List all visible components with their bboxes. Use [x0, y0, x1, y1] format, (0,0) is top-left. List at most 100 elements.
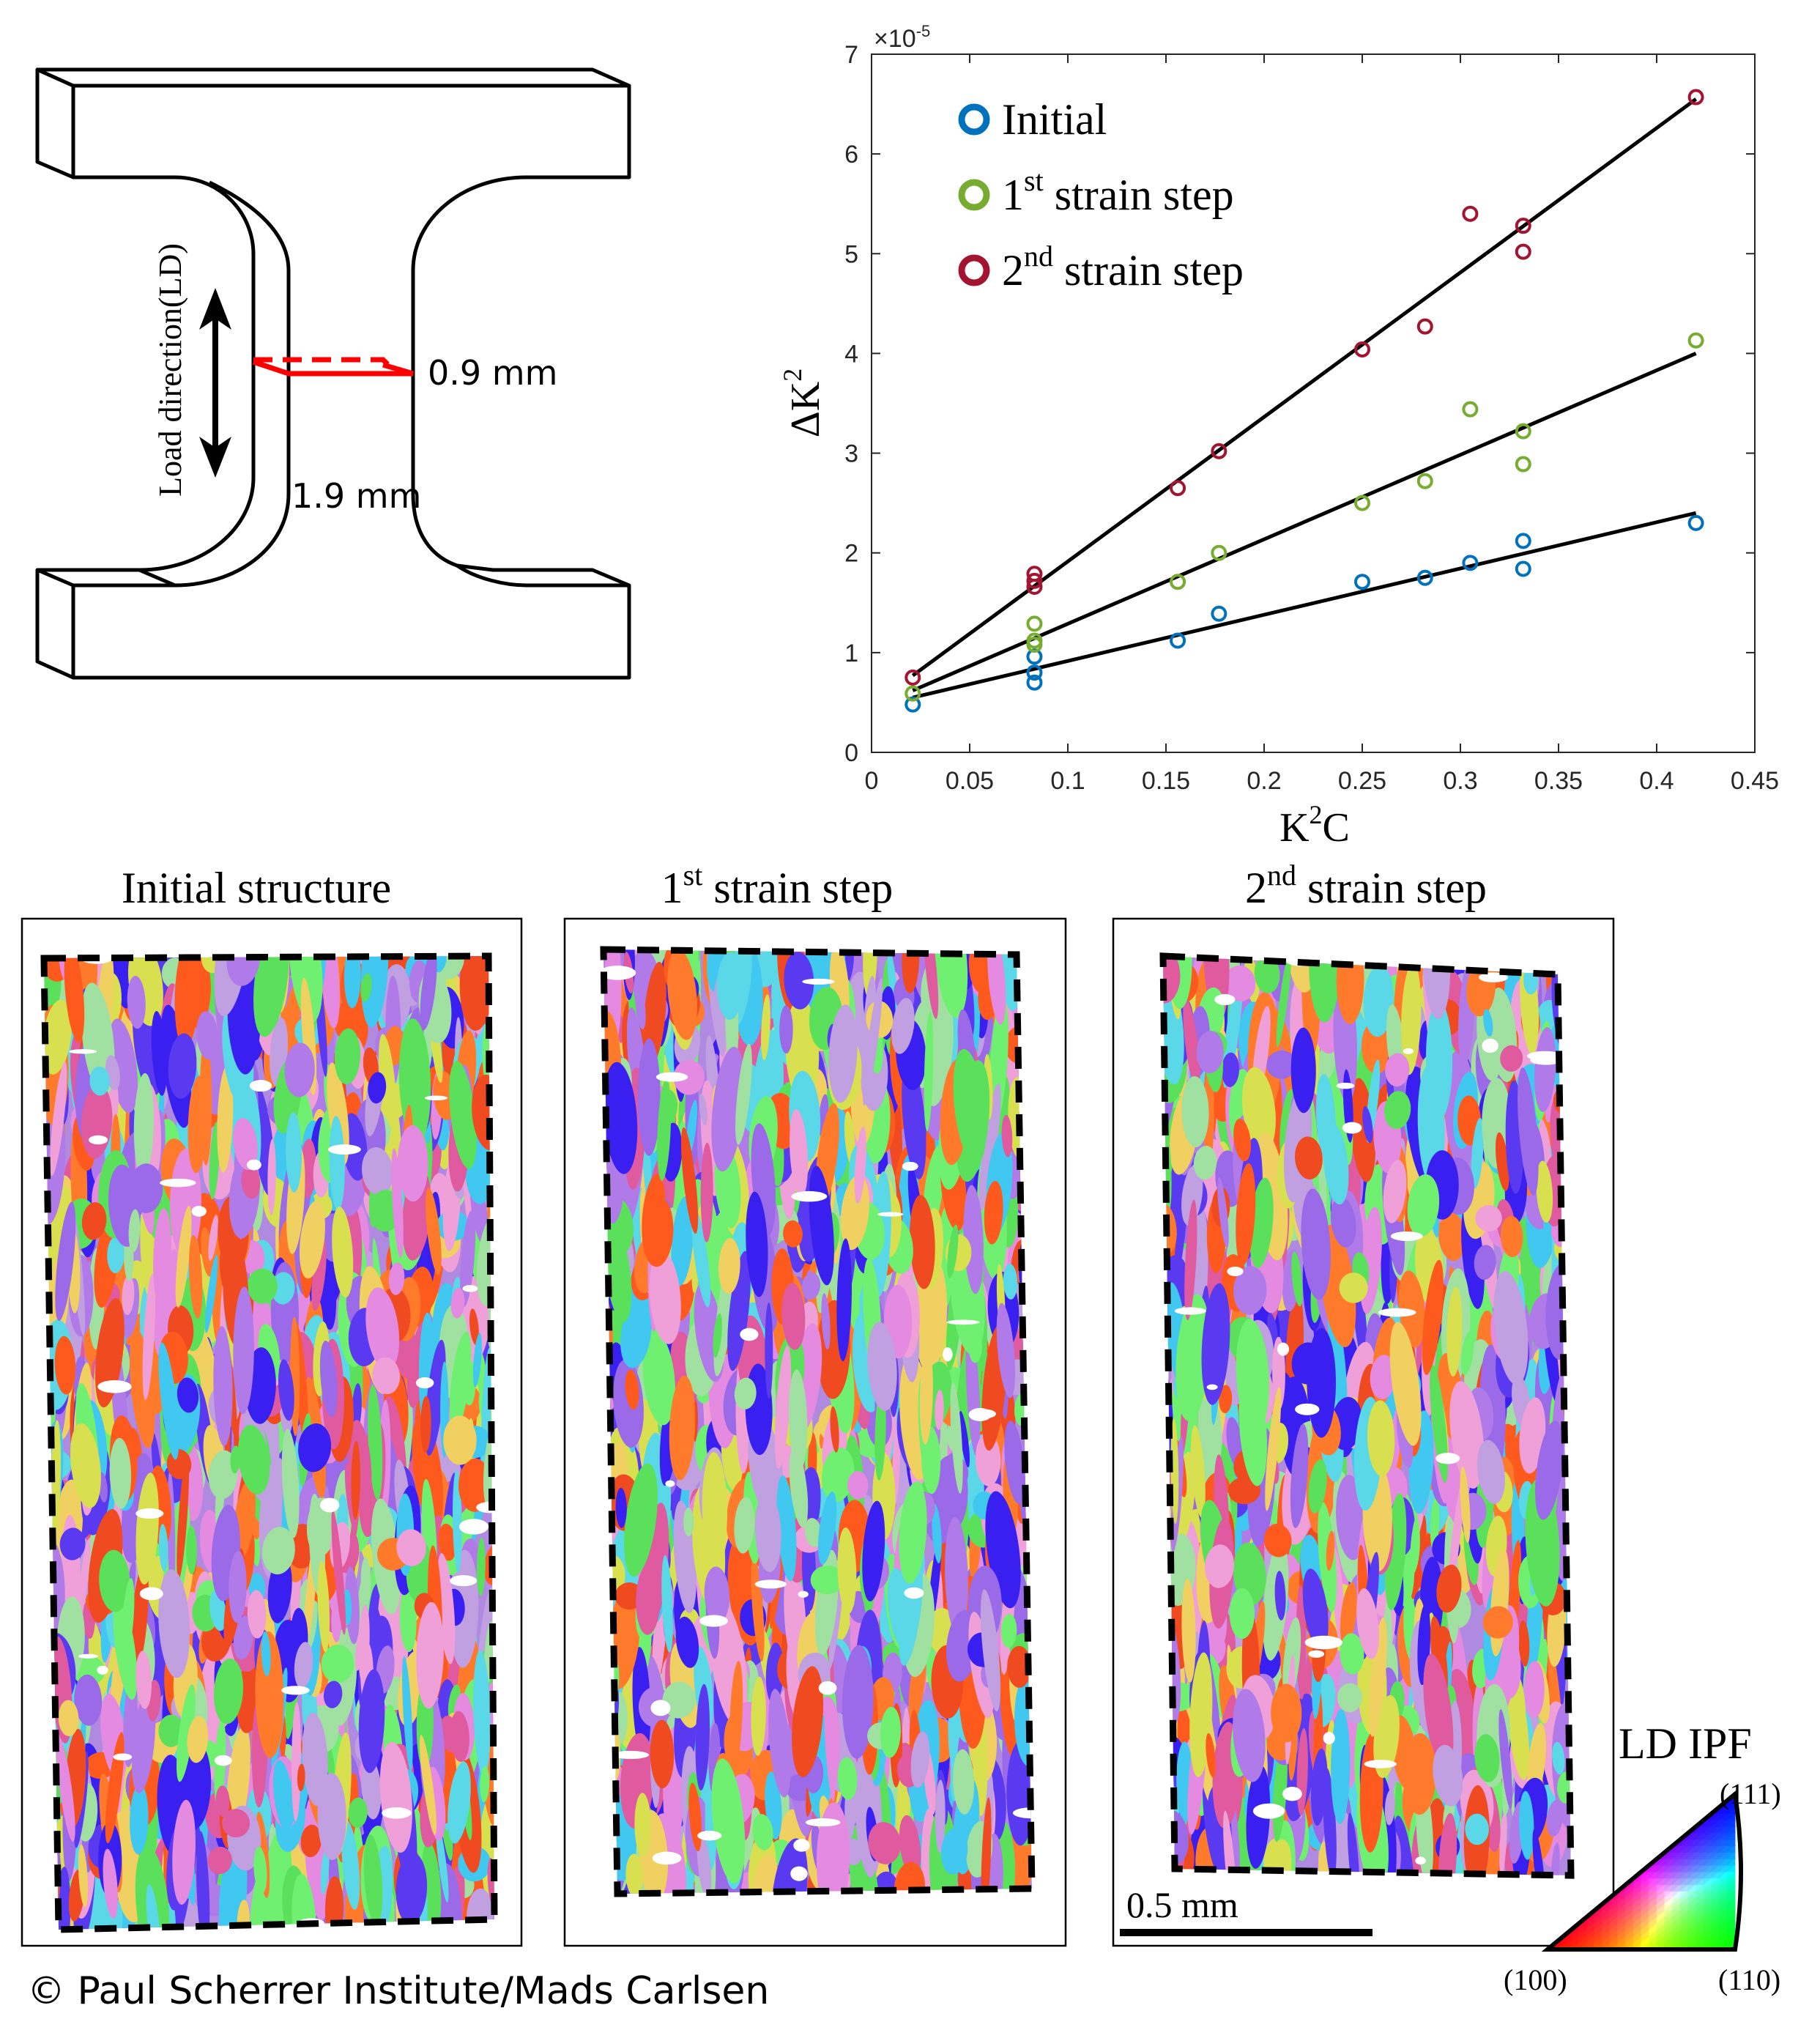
unindexed-region [113, 1753, 133, 1761]
data-point [1026, 566, 1043, 582]
unindexed-region [1482, 1038, 1498, 1053]
grain [453, 1470, 462, 1573]
unindexed-region [246, 1159, 261, 1171]
data-point [1515, 533, 1531, 549]
grain [473, 1650, 491, 1777]
grain [215, 1785, 230, 1817]
y-tick-label: 0 [844, 739, 858, 767]
load-direction-label: Load direction(LD) [152, 243, 188, 497]
grain [188, 1234, 203, 1319]
grain [146, 1884, 160, 1930]
grain [94, 1297, 125, 1408]
grain [175, 1205, 192, 1308]
data-point [1515, 218, 1531, 234]
legend-entry: Initial [1002, 95, 1107, 144]
unindexed-region [805, 1818, 841, 1827]
unindexed-region [1390, 1231, 1423, 1241]
grain [196, 1011, 218, 1060]
grain [174, 956, 199, 1049]
ipf-title: LD IPF [1619, 1719, 1752, 1768]
grain [151, 1011, 168, 1096]
grain [331, 1509, 346, 1635]
data-point [1026, 615, 1043, 632]
grain [368, 1072, 387, 1104]
map-title: 1st strain step [661, 859, 894, 912]
grain [1229, 1588, 1255, 1640]
grain [233, 1615, 253, 1660]
map-title: 2nd strain step [1245, 859, 1487, 912]
y-tick-label: 3 [844, 440, 858, 468]
data-point [905, 669, 921, 686]
grain [261, 1631, 271, 1677]
data-point [1354, 341, 1370, 358]
legend-entry: 1st strain step [1002, 164, 1234, 219]
grain [230, 1445, 241, 1474]
grain [476, 1537, 486, 1596]
data-point [1462, 401, 1479, 418]
grain [129, 1163, 163, 1213]
data-point [1515, 243, 1531, 260]
bottom-grip-side-face [35, 568, 75, 680]
unindexed-region [139, 1587, 163, 1601]
unindexed-region [88, 1135, 108, 1145]
data-point [1416, 318, 1433, 335]
data-point [1687, 89, 1704, 105]
unindexed-region [652, 1851, 682, 1865]
grain [450, 1287, 465, 1319]
grain [289, 956, 323, 1023]
data-point [1211, 442, 1227, 459]
scatter-chart: 0 0.05 0.1 0.15 0.2 0.25 0.3 0.35 0.4 0.450123456… [778, 22, 1779, 851]
unindexed-region [802, 978, 835, 985]
unindexed-region [1403, 1048, 1414, 1054]
grain [351, 1440, 360, 1520]
grain [229, 1551, 247, 1623]
scale-bar [1120, 1929, 1373, 1936]
data-point [1026, 664, 1043, 681]
grain [317, 1773, 346, 1861]
grain [208, 1215, 218, 1262]
ebsd-map-panel: 1st strain step [563, 859, 1067, 1947]
grain [388, 1262, 405, 1295]
grain [399, 1587, 417, 1653]
grain [127, 975, 146, 1029]
unindexed-region [798, 1590, 809, 1598]
grain [391, 1148, 404, 1259]
unindexed-region [655, 1072, 688, 1082]
grain [329, 1116, 345, 1210]
data-point [1462, 555, 1479, 571]
grain [472, 1333, 482, 1388]
data-point [1354, 574, 1370, 590]
unindexed-region [791, 1190, 828, 1202]
grain [480, 1766, 490, 1803]
x-tick-label: 0.45 [1731, 767, 1779, 795]
unindexed-region [665, 1480, 675, 1487]
unindexed-region [790, 1866, 808, 1881]
grain [99, 1549, 130, 1612]
grain [779, 1005, 793, 1054]
data-point [1416, 569, 1433, 586]
left-neck-back-edge [174, 180, 291, 588]
data-point [1211, 605, 1227, 622]
unindexed-region [160, 1178, 196, 1188]
grain [158, 1524, 168, 1572]
grain [177, 1455, 190, 1580]
grain [237, 1424, 270, 1494]
grain [103, 1848, 118, 1919]
grain [213, 1326, 233, 1446]
unindexed-region [650, 1700, 671, 1716]
data-point [1211, 544, 1227, 561]
grain [233, 1286, 254, 1415]
unindexed-region [1308, 1650, 1325, 1658]
grain [320, 1845, 330, 1894]
grain [472, 1075, 494, 1151]
unindexed-region [97, 1380, 132, 1393]
grain [360, 973, 372, 1002]
data-point [1687, 332, 1704, 349]
grain [426, 1188, 442, 1275]
grain [327, 1062, 349, 1166]
grain [458, 1458, 491, 1512]
grain [209, 1122, 220, 1200]
grain [319, 956, 340, 1029]
grain [278, 1359, 294, 1421]
grain [204, 1254, 218, 1333]
